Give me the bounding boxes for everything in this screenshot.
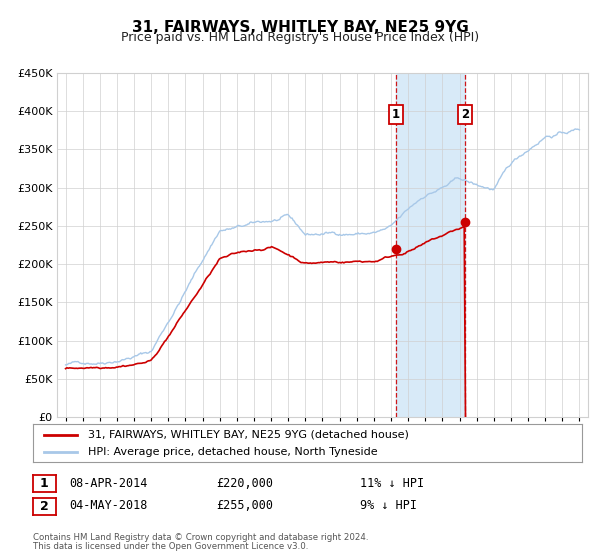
Text: 2: 2 (40, 500, 49, 513)
Text: 9% ↓ HPI: 9% ↓ HPI (360, 499, 417, 512)
Text: This data is licensed under the Open Government Licence v3.0.: This data is licensed under the Open Gov… (33, 542, 308, 551)
Text: 1: 1 (40, 477, 49, 491)
Text: 31, FAIRWAYS, WHITLEY BAY, NE25 9YG (detached house): 31, FAIRWAYS, WHITLEY BAY, NE25 9YG (det… (88, 430, 409, 440)
Text: HPI: Average price, detached house, North Tyneside: HPI: Average price, detached house, Nort… (88, 447, 377, 457)
Text: 2: 2 (461, 109, 469, 122)
Text: 1: 1 (392, 109, 400, 122)
Text: 08-APR-2014: 08-APR-2014 (69, 477, 148, 490)
Text: £255,000: £255,000 (216, 499, 273, 512)
Text: Price paid vs. HM Land Registry's House Price Index (HPI): Price paid vs. HM Land Registry's House … (121, 31, 479, 44)
Text: Contains HM Land Registry data © Crown copyright and database right 2024.: Contains HM Land Registry data © Crown c… (33, 533, 368, 542)
Text: £220,000: £220,000 (216, 477, 273, 490)
Text: 04-MAY-2018: 04-MAY-2018 (69, 499, 148, 512)
Text: 31, FAIRWAYS, WHITLEY BAY, NE25 9YG: 31, FAIRWAYS, WHITLEY BAY, NE25 9YG (131, 20, 469, 35)
Bar (395, 73, 466, 417)
Text: 11% ↓ HPI: 11% ↓ HPI (360, 477, 424, 490)
